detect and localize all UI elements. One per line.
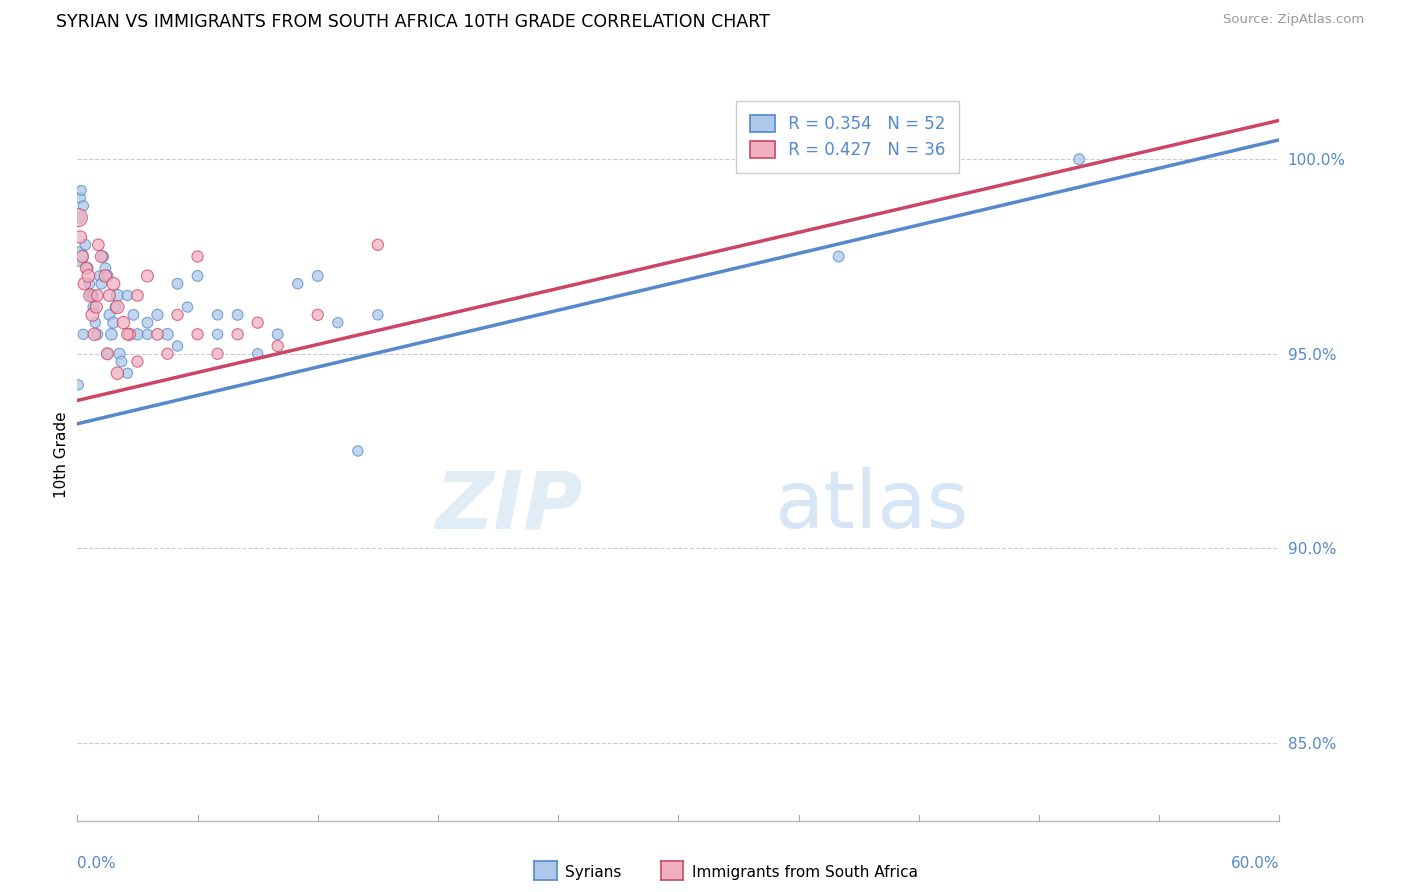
- Point: [146, 308, 169, 322]
- Point: [156, 327, 179, 342]
- Point: [80, 288, 103, 302]
- Point: [1069, 153, 1091, 167]
- Point: [72, 250, 94, 264]
- Point: [117, 366, 139, 380]
- Point: [367, 308, 389, 322]
- Text: Syrians: Syrians: [565, 865, 621, 880]
- Legend:  R = 0.354   N = 52,  R = 0.427   N = 36: R = 0.354 N = 52, R = 0.427 N = 36: [737, 101, 959, 172]
- Point: [307, 308, 329, 322]
- Point: [107, 288, 129, 302]
- Point: [156, 347, 179, 361]
- Point: [166, 277, 188, 291]
- Text: atlas: atlas: [775, 467, 969, 545]
- Point: [75, 237, 97, 252]
- Point: [72, 327, 94, 342]
- Point: [287, 277, 309, 291]
- Point: [69, 191, 91, 205]
- Point: [127, 327, 149, 342]
- Point: [67, 250, 90, 264]
- Point: [82, 308, 104, 322]
- Point: [86, 300, 108, 314]
- Point: [118, 327, 141, 342]
- Point: [90, 277, 112, 291]
- Point: [77, 268, 100, 283]
- Point: [98, 288, 121, 302]
- Y-axis label: 10th Grade: 10th Grade: [53, 411, 69, 499]
- Point: [107, 366, 129, 380]
- Point: [96, 268, 118, 283]
- Point: [267, 339, 290, 353]
- Point: [146, 327, 169, 342]
- Point: [98, 308, 121, 322]
- Point: [246, 347, 269, 361]
- Point: [107, 300, 129, 314]
- Point: [67, 211, 90, 225]
- Point: [136, 268, 159, 283]
- Point: [127, 354, 149, 368]
- Point: [67, 211, 90, 225]
- Point: [108, 347, 131, 361]
- Point: [136, 316, 159, 330]
- Point: [166, 339, 188, 353]
- Point: [166, 308, 188, 322]
- Point: [83, 327, 105, 342]
- Point: [96, 347, 118, 361]
- Point: [86, 327, 108, 342]
- Text: SYRIAN VS IMMIGRANTS FROM SOUTH AFRICA 10TH GRADE CORRELATION CHART: SYRIAN VS IMMIGRANTS FROM SOUTH AFRICA 1…: [56, 13, 770, 31]
- Point: [86, 288, 108, 302]
- Point: [112, 316, 135, 330]
- Point: [72, 199, 94, 213]
- Point: [69, 230, 91, 244]
- Point: [187, 250, 209, 264]
- Point: [90, 250, 112, 264]
- Point: [82, 288, 104, 302]
- Point: [122, 308, 145, 322]
- Point: [246, 316, 269, 330]
- Point: [127, 288, 149, 302]
- Text: 0.0%: 0.0%: [77, 855, 117, 871]
- Point: [103, 316, 125, 330]
- Point: [828, 250, 851, 264]
- Point: [75, 261, 97, 276]
- Point: [136, 327, 159, 342]
- Point: [367, 237, 389, 252]
- Text: 60.0%: 60.0%: [1232, 855, 1279, 871]
- Point: [96, 347, 118, 361]
- Point: [76, 261, 98, 276]
- Point: [207, 327, 229, 342]
- Point: [307, 268, 329, 283]
- Point: [207, 308, 229, 322]
- Point: [100, 327, 122, 342]
- Point: [94, 261, 117, 276]
- Point: [226, 327, 249, 342]
- Point: [326, 316, 349, 330]
- Point: [117, 327, 139, 342]
- Point: [82, 300, 104, 314]
- Point: [176, 300, 198, 314]
- Point: [89, 268, 111, 283]
- Point: [73, 277, 96, 291]
- Point: [110, 354, 132, 368]
- Point: [117, 288, 139, 302]
- Point: [79, 277, 101, 291]
- Point: [226, 308, 249, 322]
- Point: [104, 300, 127, 314]
- Point: [267, 327, 290, 342]
- Point: [67, 377, 90, 392]
- Text: ZIP: ZIP: [434, 467, 582, 545]
- Point: [70, 183, 93, 197]
- Point: [94, 268, 117, 283]
- Point: [93, 250, 115, 264]
- Point: [187, 268, 209, 283]
- Text: Immigrants from South Africa: Immigrants from South Africa: [692, 865, 918, 880]
- Point: [103, 277, 125, 291]
- Point: [84, 316, 107, 330]
- Point: [79, 288, 101, 302]
- Point: [207, 347, 229, 361]
- Point: [87, 237, 110, 252]
- Text: Source: ZipAtlas.com: Source: ZipAtlas.com: [1223, 13, 1364, 27]
- Point: [187, 327, 209, 342]
- Point: [347, 444, 370, 458]
